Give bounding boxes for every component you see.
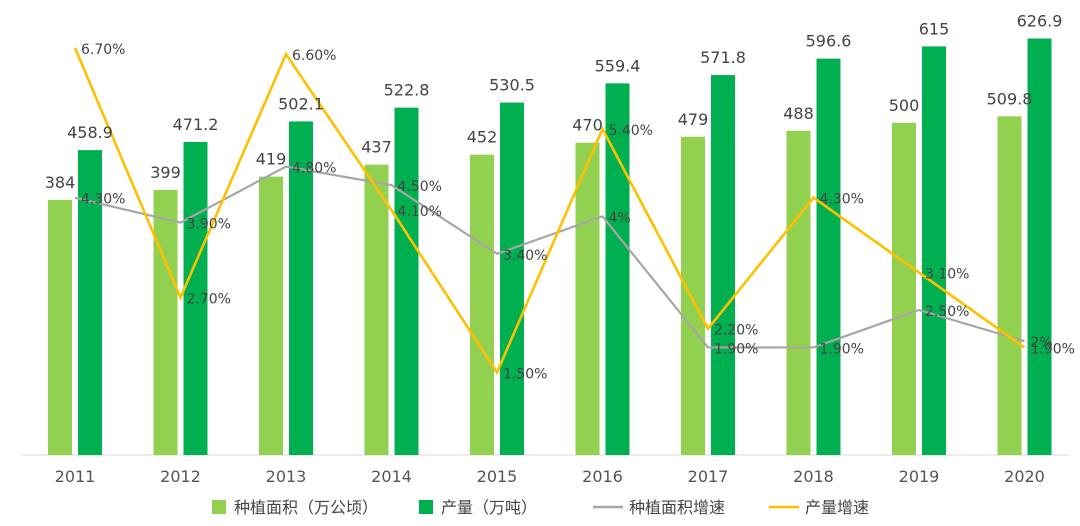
x-tick-2012: 2012 <box>160 467 201 486</box>
area-growth-label-2020: 2% <box>1031 335 1053 351</box>
bar-label-area-2014: 437 <box>361 138 392 157</box>
bar-area-2020 <box>997 116 1022 455</box>
output-growth-label-2011: 6.70% <box>81 42 125 58</box>
labels-layer: 384 458.9 399 471.2 419 502.1 437 522.8 452 530.5… <box>45 12 1075 383</box>
area-growth-line <box>74 165 1025 349</box>
bar-output-2017 <box>711 75 735 455</box>
area-growth-label-2018: 1.90% <box>820 341 864 357</box>
bar-label-output-2015: 530.5 <box>489 76 535 95</box>
x-tick-2013: 2013 <box>266 467 307 486</box>
output-growth-label-2012: 2.70% <box>187 292 231 308</box>
x-tick-2016: 2016 <box>582 467 623 486</box>
output-growth-label-2013: 6.60% <box>292 48 336 64</box>
bar-label-area-2013: 419 <box>256 150 287 169</box>
output-growth-label-2019: 3.10% <box>925 267 969 283</box>
area-growth-label-2013: 4.80% <box>292 160 336 176</box>
bar-label-output-2012: 471.2 <box>173 115 219 134</box>
x-tick-2014: 2014 <box>371 467 412 486</box>
bar-label-output-2014: 522.8 <box>384 81 430 100</box>
legend: 种植面积（万公顷） 产量（万吨） 种植面积增速 产量增速 <box>212 498 869 517</box>
area-growth-label-2012: 3.90% <box>187 217 231 233</box>
bar-label-area-2016: 470 <box>572 116 603 135</box>
legend-swatch-2 <box>419 500 433 514</box>
output-growth-label-2018: 4.30% <box>820 192 864 208</box>
bar-area-2015 <box>470 154 494 455</box>
bar-area-2013 <box>259 176 283 455</box>
bar-label-area-2020: 509.8 <box>987 89 1033 108</box>
lines-layer <box>73 47 1026 376</box>
bar-label-area-2015: 452 <box>467 128 498 147</box>
x-tick-labels: 2011 2012 2013 2014 2015 2016 2017 2018 2019 2020 <box>55 467 1045 486</box>
area-growth-label-2017: 1.90% <box>714 341 758 357</box>
legend-swatch-1 <box>212 500 226 514</box>
bar-label-area-2012: 399 <box>150 163 181 182</box>
bar-area-2018 <box>786 130 811 456</box>
bar-label-area-2018: 488 <box>783 104 814 123</box>
legend-label-3: 种植面积增速 <box>629 498 725 517</box>
area-growth-label-2014: 4.50% <box>398 179 442 195</box>
output-growth-label-2020: 1.90% <box>1031 341 1075 357</box>
bar-label-output-2016: 559.4 <box>595 56 641 75</box>
output-growth-label-2015: 1.50% <box>503 366 547 382</box>
legend-item-2: 产量（万吨） <box>419 498 537 517</box>
bar-label-output-2020: 626.9 <box>1017 12 1063 31</box>
bar-area-2014 <box>364 164 389 455</box>
x-tick-2011: 2011 <box>55 467 96 486</box>
output-growth-label-2016: 5.40% <box>609 123 653 139</box>
bar-output-2012 <box>183 141 208 455</box>
bar-area-2016 <box>575 142 600 455</box>
bar-output-2016 <box>605 83 630 455</box>
bar-area-2017 <box>681 136 705 455</box>
bar-label-area-2017: 479 <box>678 110 709 129</box>
bar-output-2018 <box>816 58 841 455</box>
bar-output-2015 <box>500 102 524 455</box>
bar-output-2020 <box>1027 38 1052 455</box>
legend-label-1: 种植面积（万公顷） <box>234 498 378 517</box>
x-tick-2015: 2015 <box>477 467 518 486</box>
area-growth-label-2019: 2.50% <box>925 304 969 320</box>
bar-label-output-2013: 502.1 <box>278 94 324 113</box>
bar-output-2014 <box>394 107 419 455</box>
output-growth-label-2017: 2.20% <box>714 323 758 339</box>
area-growth-label-2015: 3.40% <box>503 248 547 264</box>
legend-item-3: 种植面积增速 <box>593 498 725 517</box>
output-growth-line <box>73 47 1026 376</box>
x-tick-2019: 2019 <box>899 467 940 486</box>
bar-output-2013 <box>289 121 313 455</box>
x-tick-2020: 2020 <box>1004 467 1045 486</box>
area-growth-label-2016: 4% <box>609 210 631 226</box>
legend-item-1: 种植面积（万公顷） <box>212 498 378 517</box>
bar-output-2019 <box>922 46 946 455</box>
legend-item-4: 产量增速 <box>769 498 869 517</box>
bar-label-area-2019: 500 <box>889 96 920 115</box>
bar-area-2012 <box>153 189 178 455</box>
x-tick-2017: 2017 <box>688 467 729 486</box>
bar-area-2011 <box>48 199 72 455</box>
bar-label-output-2011: 458.9 <box>67 123 113 142</box>
bar-area-2019 <box>892 122 916 455</box>
bar-label-output-2018: 596.6 <box>806 32 852 51</box>
area-growth-label-2011: 4.30% <box>81 192 125 208</box>
bar-label-output-2017: 571.8 <box>700 48 746 67</box>
legend-label-2: 产量（万吨） <box>441 498 537 517</box>
bar-label-area-2011: 384 <box>45 173 76 192</box>
bar-label-output-2019: 615 <box>919 19 950 38</box>
output-growth-label-2014: 4.10% <box>398 204 442 220</box>
legend-label-4: 产量增速 <box>805 498 869 517</box>
x-tick-2018: 2018 <box>793 467 834 486</box>
